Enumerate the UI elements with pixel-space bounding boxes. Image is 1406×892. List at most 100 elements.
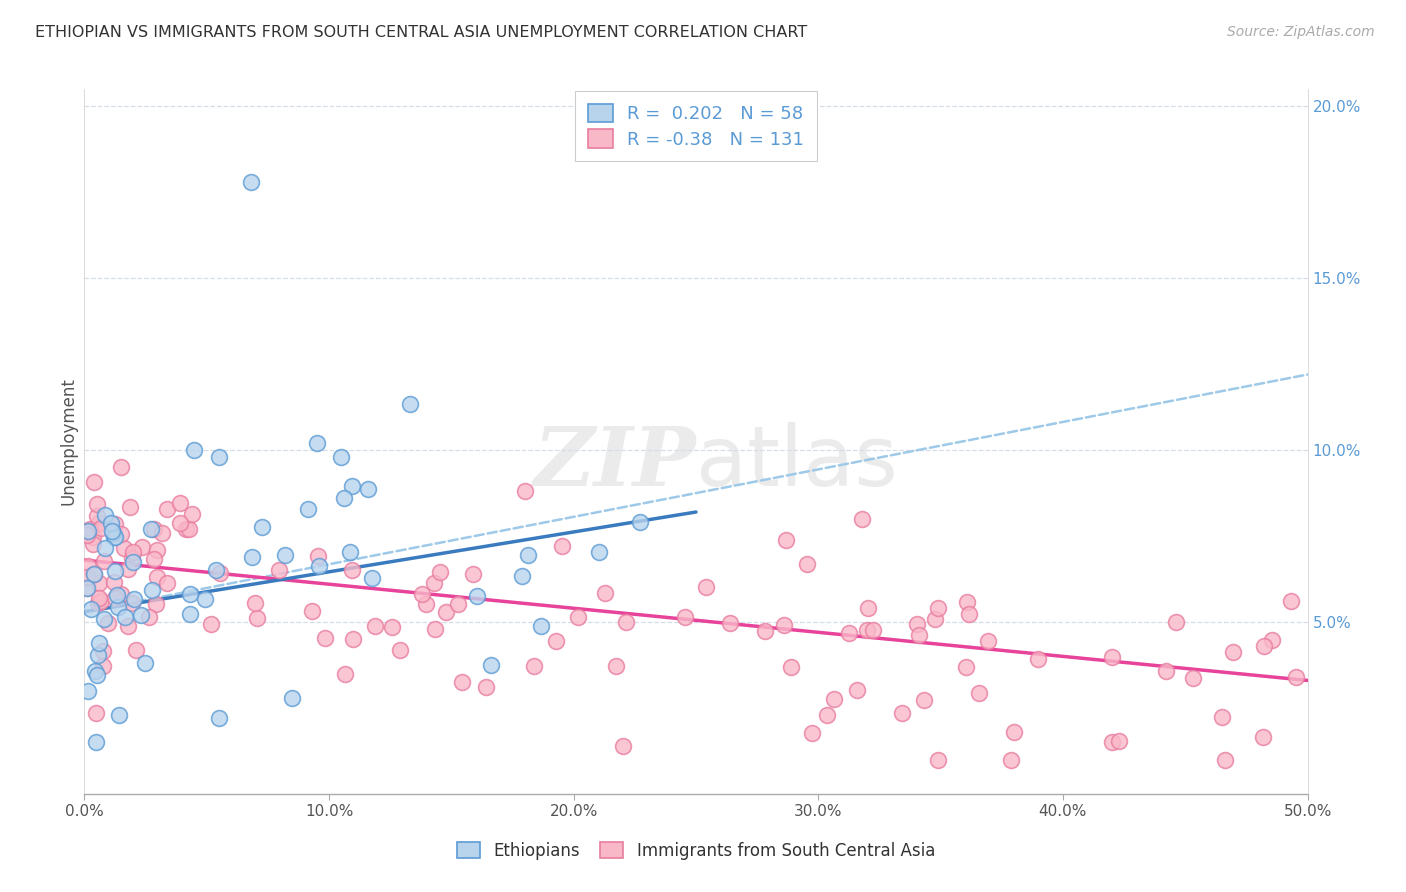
Point: [103, 591, 125, 605]
Point: [94, 541, 117, 555]
Point: [179, 522, 201, 536]
Point: [103, 575, 125, 590]
Point: [846, 682, 869, 697]
Point: [479, 657, 502, 672]
Point: [143, 552, 166, 566]
Point: [97, 616, 120, 631]
Point: [411, 586, 433, 600]
Point: [628, 516, 651, 530]
Point: [510, 568, 533, 582]
Point: [1026, 652, 1049, 666]
Y-axis label: Unemployment: Unemployment: [59, 377, 77, 506]
Point: [307, 549, 329, 563]
Point: [104, 564, 127, 578]
Point: [695, 580, 717, 594]
Point: [912, 693, 935, 707]
Point: [1261, 633, 1284, 648]
Point: [333, 491, 356, 505]
Point: [673, 610, 696, 624]
Point: [513, 484, 536, 499]
Point: [1108, 734, 1130, 748]
Point: [862, 623, 884, 637]
Point: [131, 540, 153, 554]
Legend: Ethiopians, Immigrants from South Central Asia: Ethiopians, Immigrants from South Centra…: [450, 835, 942, 867]
Point: [107, 600, 129, 615]
Point: [530, 619, 553, 633]
Point: [429, 566, 451, 580]
Point: [152, 525, 174, 540]
Point: [274, 549, 297, 563]
Point: [823, 691, 845, 706]
Point: [76, 684, 98, 698]
Point: [1285, 670, 1308, 684]
Point: [399, 397, 422, 411]
Point: [83, 475, 105, 490]
Point: [76, 524, 98, 538]
Point: [360, 571, 382, 585]
Point: [86, 497, 108, 511]
Point: [76, 581, 98, 595]
Point: [110, 587, 132, 601]
Point: [718, 616, 741, 631]
Point: [333, 666, 356, 681]
Point: [837, 626, 859, 640]
Point: [779, 659, 801, 673]
Text: Source: ZipAtlas.com: Source: ZipAtlas.com: [1227, 25, 1375, 39]
Point: [314, 632, 336, 646]
Point: [169, 516, 191, 531]
Point: [1181, 671, 1204, 685]
Point: [138, 609, 160, 624]
Point: [183, 443, 205, 458]
Point: [83, 567, 105, 582]
Point: [117, 562, 139, 576]
Point: [146, 543, 169, 558]
Point: [475, 680, 498, 694]
Point: [516, 549, 538, 563]
Point: [156, 576, 179, 591]
Point: [856, 624, 879, 638]
Point: [129, 607, 152, 622]
Point: [125, 642, 148, 657]
Point: [754, 624, 776, 638]
Point: [593, 586, 616, 600]
Point: [208, 450, 231, 464]
Point: [301, 604, 323, 618]
Point: [1279, 593, 1302, 607]
Point: [465, 590, 488, 604]
Point: [772, 618, 794, 632]
Point: [124, 591, 146, 606]
Point: [120, 500, 142, 514]
Point: [434, 605, 457, 619]
Point: [105, 588, 128, 602]
Point: [79, 522, 101, 536]
Point: [796, 558, 818, 572]
Point: [86, 508, 108, 523]
Point: [616, 615, 638, 630]
Point: [415, 598, 437, 612]
Point: [76, 559, 98, 574]
Point: [86, 668, 108, 682]
Point: [87, 516, 110, 530]
Point: [1253, 639, 1275, 653]
Point: [339, 545, 361, 559]
Point: [246, 611, 269, 625]
Point: [1000, 752, 1022, 766]
Point: [87, 575, 110, 590]
Point: [179, 607, 201, 621]
Point: [83, 567, 105, 582]
Point: [117, 619, 139, 633]
Point: [104, 529, 127, 543]
Point: [340, 563, 363, 577]
Point: [93, 611, 115, 625]
Point: [122, 555, 145, 569]
Point: [956, 595, 979, 609]
Point: [800, 725, 823, 739]
Point: [194, 592, 217, 607]
Point: [977, 633, 1000, 648]
Point: [775, 533, 797, 548]
Point: [90, 593, 112, 607]
Point: [108, 708, 131, 723]
Point: [121, 545, 143, 559]
Point: [239, 175, 262, 189]
Point: [612, 739, 634, 753]
